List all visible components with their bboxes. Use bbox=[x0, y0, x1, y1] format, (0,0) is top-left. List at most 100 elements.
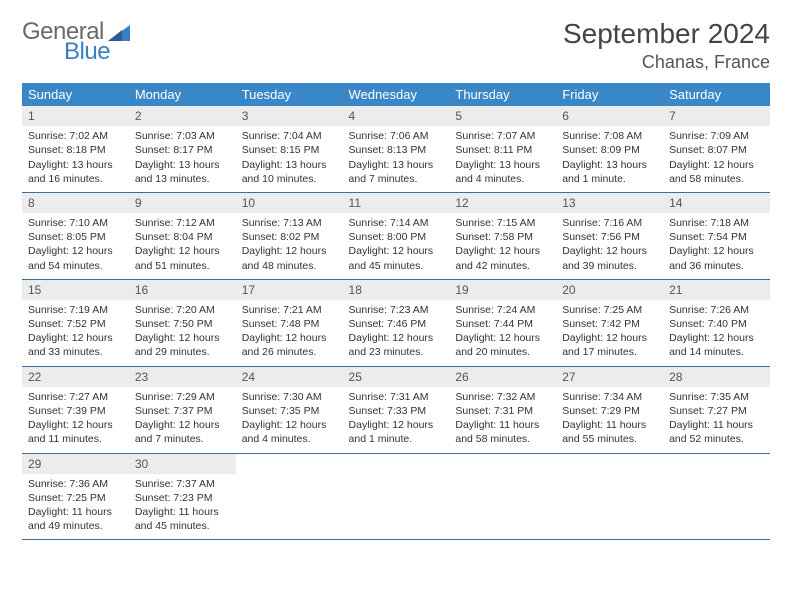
sunrise-line: Sunrise: 7:27 AM bbox=[28, 390, 123, 404]
sunset-line: Sunset: 8:04 PM bbox=[135, 230, 230, 244]
day-number: 19 bbox=[449, 279, 556, 300]
day-cell: Sunrise: 7:32 AMSunset: 7:31 PMDaylight:… bbox=[449, 387, 556, 453]
day-cell bbox=[663, 474, 770, 540]
sunrise-line: Sunrise: 7:20 AM bbox=[135, 303, 230, 317]
sunset-line: Sunset: 8:05 PM bbox=[28, 230, 123, 244]
sunrise-line: Sunrise: 7:16 AM bbox=[562, 216, 657, 230]
sunset-line: Sunset: 8:09 PM bbox=[562, 143, 657, 157]
sunset-line: Sunset: 7:39 PM bbox=[28, 404, 123, 418]
day-number: 23 bbox=[129, 366, 236, 387]
day-number: 3 bbox=[236, 106, 343, 126]
daylight-line: Daylight: 11 hours and 49 minutes. bbox=[28, 505, 123, 533]
day-cell: Sunrise: 7:16 AMSunset: 7:56 PMDaylight:… bbox=[556, 213, 663, 279]
day-number: 27 bbox=[556, 366, 663, 387]
daylight-line: Daylight: 12 hours and 39 minutes. bbox=[562, 244, 657, 272]
sunset-line: Sunset: 8:17 PM bbox=[135, 143, 230, 157]
daylight-line: Daylight: 13 hours and 1 minute. bbox=[562, 158, 657, 186]
sunset-line: Sunset: 7:58 PM bbox=[455, 230, 550, 244]
sunset-line: Sunset: 7:42 PM bbox=[562, 317, 657, 331]
sunrise-line: Sunrise: 7:09 AM bbox=[669, 129, 764, 143]
sunrise-line: Sunrise: 7:34 AM bbox=[562, 390, 657, 404]
sunrise-line: Sunrise: 7:18 AM bbox=[669, 216, 764, 230]
sunset-line: Sunset: 8:18 PM bbox=[28, 143, 123, 157]
sunset-line: Sunset: 7:50 PM bbox=[135, 317, 230, 331]
sunrise-line: Sunrise: 7:29 AM bbox=[135, 390, 230, 404]
day-cell: Sunrise: 7:03 AMSunset: 8:17 PMDaylight:… bbox=[129, 126, 236, 192]
logo: General Blue bbox=[22, 18, 130, 66]
logo-text-blue: Blue bbox=[64, 38, 130, 66]
day-number: 1 bbox=[22, 106, 129, 126]
weekday-header: Sunday bbox=[22, 83, 129, 106]
sunset-line: Sunset: 7:35 PM bbox=[242, 404, 337, 418]
sunset-line: Sunset: 7:44 PM bbox=[455, 317, 550, 331]
daylight-line: Daylight: 12 hours and 4 minutes. bbox=[242, 418, 337, 446]
daylight-line: Daylight: 12 hours and 14 minutes. bbox=[669, 331, 764, 359]
day-number: 24 bbox=[236, 366, 343, 387]
day-number: 4 bbox=[343, 106, 450, 126]
day-info-row: Sunrise: 7:02 AMSunset: 8:18 PM Daylight:… bbox=[22, 126, 770, 192]
weekday-header: Monday bbox=[129, 83, 236, 106]
day-number: 2 bbox=[129, 106, 236, 126]
daylight-line: Daylight: 12 hours and 48 minutes. bbox=[242, 244, 337, 272]
day-number: 7 bbox=[663, 106, 770, 126]
day-number: 22 bbox=[22, 366, 129, 387]
sunset-line: Sunset: 7:46 PM bbox=[349, 317, 444, 331]
sunrise-line: Sunrise: 7:35 AM bbox=[669, 390, 764, 404]
daylight-line: Daylight: 13 hours and 7 minutes. bbox=[349, 158, 444, 186]
sunset-line: Sunset: 7:25 PM bbox=[28, 491, 123, 505]
daylight-line: Daylight: 12 hours and 7 minutes. bbox=[135, 418, 230, 446]
sunset-line: Sunset: 8:00 PM bbox=[349, 230, 444, 244]
sunrise-line: Sunrise: 7:14 AM bbox=[349, 216, 444, 230]
sunrise-line: Sunrise: 7:32 AM bbox=[455, 390, 550, 404]
sunset-line: Sunset: 7:37 PM bbox=[135, 404, 230, 418]
sunrise-line: Sunrise: 7:19 AM bbox=[28, 303, 123, 317]
daylight-line: Daylight: 11 hours and 52 minutes. bbox=[669, 418, 764, 446]
day-number-row: 891011121314 bbox=[22, 192, 770, 213]
weekday-header: Thursday bbox=[449, 83, 556, 106]
day-number: 10 bbox=[236, 192, 343, 213]
daylight-line: Daylight: 13 hours and 10 minutes. bbox=[242, 158, 337, 186]
day-number: 25 bbox=[343, 366, 450, 387]
daylight-line: Daylight: 12 hours and 1 minute. bbox=[349, 418, 444, 446]
weekday-header: Wednesday bbox=[343, 83, 450, 106]
daylight-line: Daylight: 12 hours and 20 minutes. bbox=[455, 331, 550, 359]
sunrise-line: Sunrise: 7:15 AM bbox=[455, 216, 550, 230]
day-cell: Sunrise: 7:27 AMSunset: 7:39 PMDaylight:… bbox=[22, 387, 129, 453]
sunrise-line: Sunrise: 7:30 AM bbox=[242, 390, 337, 404]
day-number-row: 22232425262728 bbox=[22, 366, 770, 387]
sunset-line: Sunset: 8:02 PM bbox=[242, 230, 337, 244]
daylight-line: Daylight: 12 hours and 11 minutes. bbox=[28, 418, 123, 446]
day-cell: Sunrise: 7:14 AMSunset: 8:00 PMDaylight:… bbox=[343, 213, 450, 279]
sunrise-line: Sunrise: 7:13 AM bbox=[242, 216, 337, 230]
location: Chanas, France bbox=[563, 52, 770, 73]
weekday-header: Saturday bbox=[663, 83, 770, 106]
sunrise-line: Sunrise: 7:02 AM bbox=[28, 129, 123, 143]
daylight-line: Daylight: 12 hours and 33 minutes. bbox=[28, 331, 123, 359]
daylight-line: Daylight: 11 hours and 58 minutes. bbox=[455, 418, 550, 446]
sunrise-line: Sunrise: 7:04 AM bbox=[242, 129, 337, 143]
day-info-row: Sunrise: 7:10 AMSunset: 8:05 PMDaylight:… bbox=[22, 213, 770, 279]
sunset-line: Sunset: 7:23 PM bbox=[135, 491, 230, 505]
day-number-row: 2930 bbox=[22, 453, 770, 474]
day-cell: Sunrise: 7:25 AMSunset: 7:42 PMDaylight:… bbox=[556, 300, 663, 366]
day-cell bbox=[236, 474, 343, 540]
day-cell: Sunrise: 7:08 AMSunset: 8:09 PMDaylight:… bbox=[556, 126, 663, 192]
day-number bbox=[236, 453, 343, 474]
day-cell: Sunrise: 7:34 AMSunset: 7:29 PMDaylight:… bbox=[556, 387, 663, 453]
day-cell: Sunrise: 7:20 AMSunset: 7:50 PMDaylight:… bbox=[129, 300, 236, 366]
day-number bbox=[449, 453, 556, 474]
title-block: September 2024 Chanas, France bbox=[563, 18, 770, 73]
day-cell: Sunrise: 7:18 AMSunset: 7:54 PMDaylight:… bbox=[663, 213, 770, 279]
weekday-header: Friday bbox=[556, 83, 663, 106]
day-number: 21 bbox=[663, 279, 770, 300]
sunset-line: Sunset: 7:33 PM bbox=[349, 404, 444, 418]
sunrise-line: Sunrise: 7:03 AM bbox=[135, 129, 230, 143]
day-cell bbox=[556, 474, 663, 540]
day-cell: Sunrise: 7:12 AMSunset: 8:04 PMDaylight:… bbox=[129, 213, 236, 279]
sunset-line: Sunset: 8:07 PM bbox=[669, 143, 764, 157]
day-number: 13 bbox=[556, 192, 663, 213]
sunset-line: Sunset: 7:40 PM bbox=[669, 317, 764, 331]
header: General Blue September 2024 Chanas, Fran… bbox=[22, 18, 770, 73]
day-cell bbox=[343, 474, 450, 540]
day-cell: Sunrise: 7:21 AMSunset: 7:48 PMDaylight:… bbox=[236, 300, 343, 366]
